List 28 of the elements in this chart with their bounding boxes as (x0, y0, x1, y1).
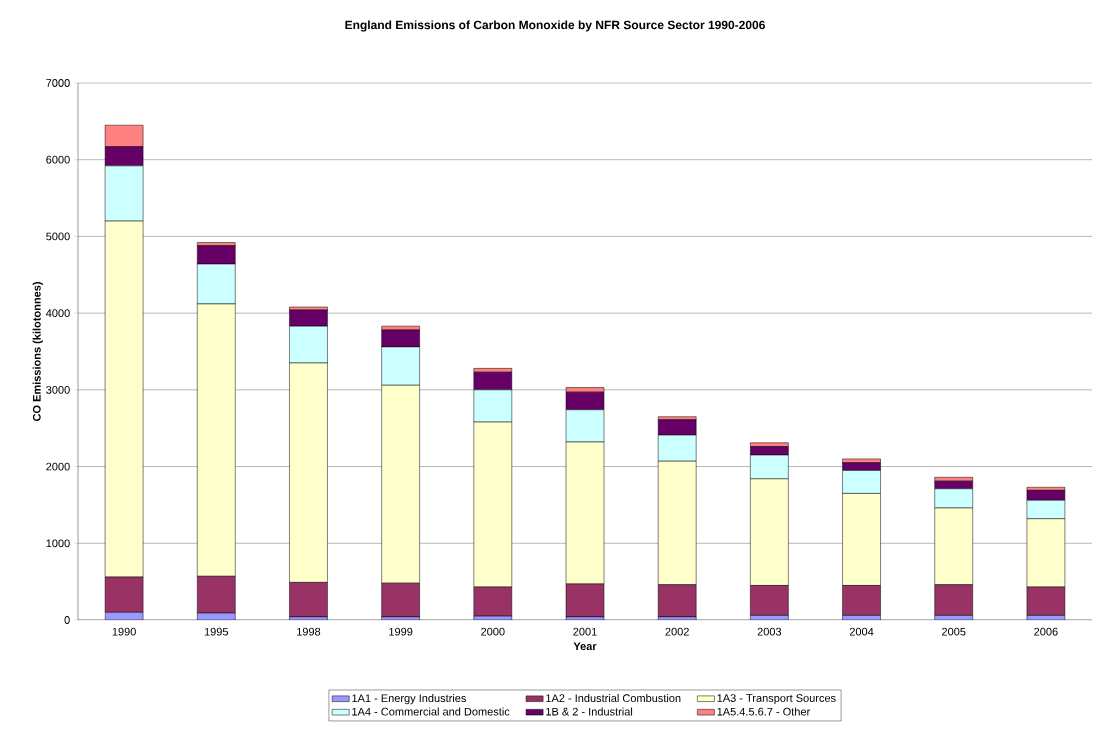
legend-label: 1A2 - Industrial Combustion (546, 694, 681, 703)
y-tick-label: 4000 (45, 309, 70, 318)
y-tick-label: 6000 (46, 155, 70, 164)
x-tick-label: 2005 (942, 627, 966, 636)
x-tick-label: 2000 (481, 627, 505, 636)
y-tick-label: 5000 (46, 232, 70, 241)
x-tick-label: 2002 (665, 627, 689, 636)
x-tick-label: 2006 (1034, 627, 1058, 636)
x-tick-label: 1990 (112, 627, 136, 636)
y-tick-label: 0 (64, 616, 70, 624)
x-tick-label: 2001 (573, 627, 597, 636)
legend-label: 1A1 - Energy Industries (352, 694, 466, 705)
legend-label: 1A5.4.5.6.7 - Other (717, 707, 811, 716)
y-tick-label: 7000 (46, 79, 70, 87)
legend-label: 1A4 - Commercial and Domestic (352, 707, 510, 716)
y-tick-label: 1000 (46, 539, 70, 548)
x-tick-label: 2004 (849, 627, 874, 636)
chart-title: England Emissions of Carbon Monoxide by NFR Source Sector 1990-2006 (345, 20, 765, 32)
y-tick-label: 3000 (46, 385, 70, 394)
legend-label: 1A3 - Transport Sources (717, 694, 836, 705)
x-tick-label: 1995 (204, 627, 229, 636)
x-tick-label: 1998 (297, 627, 321, 636)
x-tick-label: 2003 (757, 627, 782, 636)
legend-label: 1B & 2 - Industrial (546, 707, 633, 716)
y-axis-title: CO Emissions (kilotonnes) (32, 282, 43, 422)
y-tick-label: 2000 (46, 462, 70, 471)
x-tick-label: 1999 (389, 627, 413, 636)
x-axis-title: Year (573, 642, 597, 651)
